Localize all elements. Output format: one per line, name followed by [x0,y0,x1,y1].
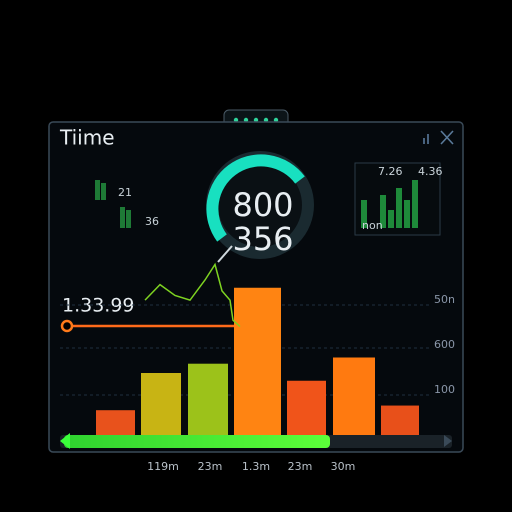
gauge-value: 356 [232,220,293,258]
bar [287,380,326,435]
bar [333,357,375,435]
bar [234,287,281,435]
axis-label: 600 [434,338,455,351]
bar [141,373,181,435]
pill-dots [233,117,279,123]
x-label: 1.3m [242,460,270,473]
x-label: 23m [288,460,313,473]
mini-label: non [362,219,383,232]
progress-arrow [60,433,70,449]
panel-title: Tiime [59,126,115,150]
gauge-value: 800 [232,186,293,224]
trend-line [144,262,241,328]
progress-arrow [444,435,452,447]
mini-bars-right [361,180,418,228]
x-label: 23m [198,460,223,473]
mini-label: 21 [118,186,132,199]
bar [381,405,419,435]
mini-label: 36 [145,215,159,228]
bar [188,363,228,435]
mini-label: 7.26 [378,165,403,178]
mini-label: 4.36 [418,165,443,178]
axis-label: 100 [434,383,455,396]
axis-label: 50n [434,293,455,306]
gauge-arc [206,154,305,242]
bar [96,410,135,435]
gauge-face [208,153,312,257]
x-label: 30m [331,460,356,473]
slider-handle[interactable] [60,319,74,333]
x-label: 119m [147,460,179,473]
window-icons [423,130,454,145]
mini-bars-left [95,180,131,228]
chart: 50n 600 100 [96,262,455,435]
gauge-needle [217,245,233,263]
progress-fill[interactable] [64,435,330,448]
